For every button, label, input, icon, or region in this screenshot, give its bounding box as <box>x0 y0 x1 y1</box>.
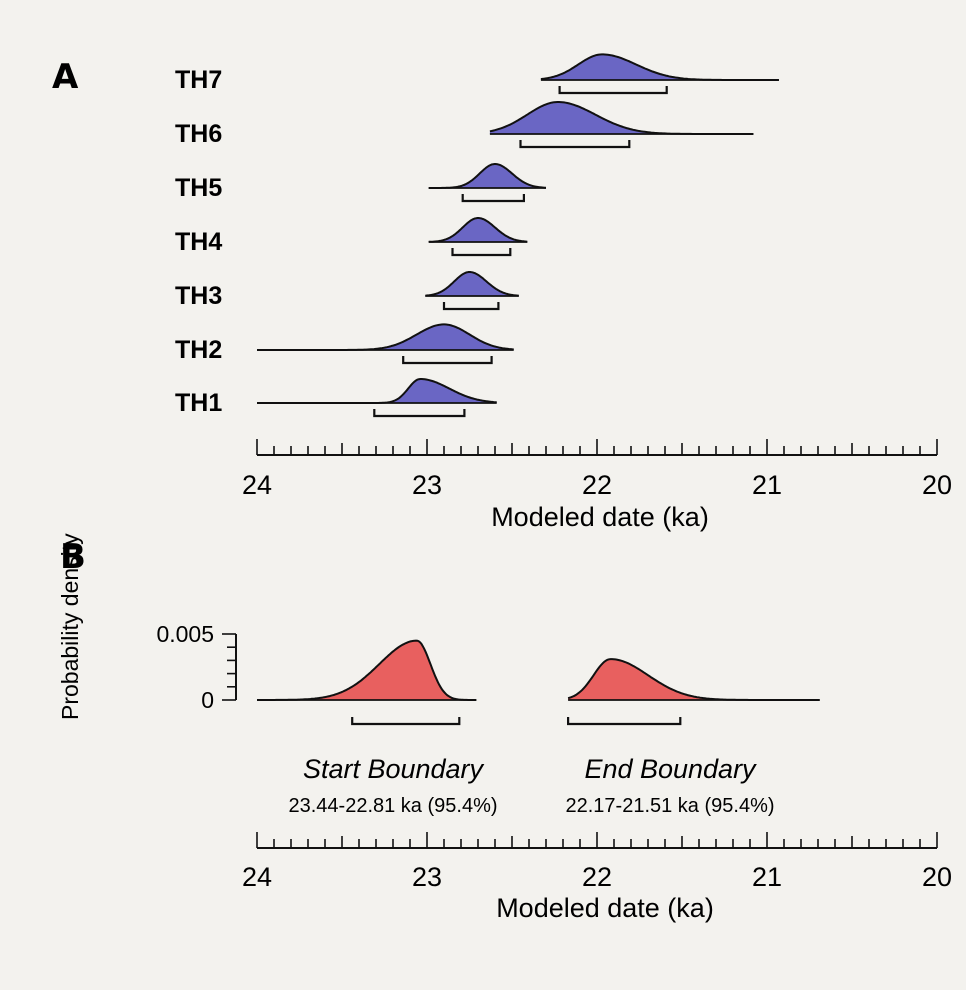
panel-a-interval-th2 <box>402 356 493 365</box>
panel-b-y-axis: 0 0.005 <box>156 621 237 713</box>
start-boundary-label: Start Boundary <box>303 754 485 784</box>
row-label-th5: TH5 <box>175 174 222 202</box>
panel-a-density-th6 <box>489 102 754 134</box>
panel-a-x-tick-label: 20 <box>922 470 952 500</box>
panel-b-x-axis-title: Modeled date (ka) <box>496 893 714 923</box>
panel-b-interval-end <box>567 717 682 726</box>
panel-a-x-tick-label: 23 <box>412 470 442 500</box>
panel-b-y-axis-title: Probability density <box>57 533 83 720</box>
panel-a-density-th2 <box>257 324 514 350</box>
panel-b-density-start <box>257 640 477 700</box>
panel-b-x-tick-label: 24 <box>242 862 272 892</box>
panel-a-density-th7 <box>540 54 779 80</box>
panel-b-x-tick-label: 20 <box>922 862 952 892</box>
panel-a-interval-th7 <box>558 86 668 95</box>
panel-a-x-axis-title: Modeled date (ka) <box>491 502 709 532</box>
panel-a-interval-th5 <box>461 194 525 203</box>
panel-a-x-axis: 24 23 22 21 20 <box>242 439 952 500</box>
panel-a-density-outline-th3 <box>425 271 519 297</box>
row-label-th2: TH2 <box>175 336 222 364</box>
panel-a-density-th1 <box>257 379 497 403</box>
end-boundary-label: End Boundary <box>584 754 757 784</box>
panel-a-interval-th1 <box>373 409 466 418</box>
panel-a-density-th3 <box>425 272 519 296</box>
panel-a-interval-th6 <box>519 140 631 149</box>
row-label-th1: TH1 <box>175 389 222 417</box>
row-label-th7: TH7 <box>175 66 222 94</box>
panel-b-y-tick-label: 0 <box>201 687 214 713</box>
panel-a-interval-th3 <box>442 302 500 311</box>
panel-b-interval-start <box>351 717 461 726</box>
panel-label-a: A <box>52 57 79 97</box>
panel-label-b: B <box>60 537 86 577</box>
row-label-th4: TH4 <box>175 228 222 256</box>
panel-b-x-axis: 24 23 22 21 20 <box>242 832 952 892</box>
panel-a-density-outline-th4 <box>428 217 528 243</box>
panel-b-x-tick-label: 23 <box>412 862 442 892</box>
panel-b-plot: Start Boundary 23.44-22.81 ka (95.4%) End … <box>257 639 820 817</box>
start-boundary-range: 23.44-22.81 ka (95.4%) <box>288 795 497 817</box>
panel-b-y-tick-label: 0.005 <box>156 621 214 647</box>
panel-b-x-tick-label: 21 <box>752 862 782 892</box>
panel-a-density-th5 <box>428 164 546 188</box>
row-label-th6: TH6 <box>175 120 222 148</box>
panel-a-x-tick-label: 24 <box>242 470 272 500</box>
panel-b-density-end <box>568 659 820 700</box>
panel-b-x-tick-label: 22 <box>582 862 612 892</box>
panel-a-x-tick-label: 22 <box>582 470 612 500</box>
row-label-th3: TH3 <box>175 282 222 310</box>
panel-a-interval-th4 <box>451 248 512 257</box>
panel-a-x-tick-label: 21 <box>752 470 782 500</box>
panel-a-plot: TH7 TH6 TH5 TH4 TH3 TH2 TH1 <box>175 53 779 418</box>
end-boundary-range: 22.17-21.51 ka (95.4%) <box>565 795 774 817</box>
